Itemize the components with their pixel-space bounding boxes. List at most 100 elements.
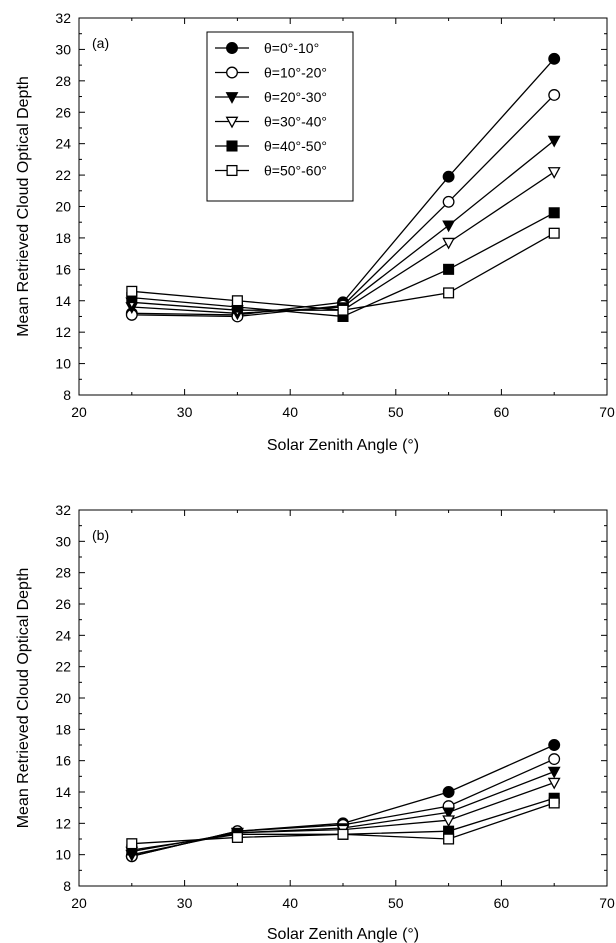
data-point [548,52,561,65]
y-tick-label: 24 [55,136,71,152]
y-tick-label: 22 [55,167,71,183]
series-5 [126,227,560,316]
legend-marker [225,116,239,129]
legend-marker [225,92,239,104]
legend-item: θ=30°-40° [215,114,327,130]
data-point [126,285,138,297]
legend-label: θ=50°-60° [264,163,327,179]
x-tick-label: 50 [388,404,404,420]
series-5 [126,797,560,850]
legend-label: θ=0°-10° [264,40,319,56]
legend-marker [226,140,238,152]
data-point [443,263,455,275]
legend-marker [226,42,238,54]
y-tick-label: 26 [55,596,71,612]
y-tick-label: 14 [55,293,71,309]
x-tick-label: 70 [599,404,615,420]
data-point [547,135,561,148]
data-point [442,170,455,183]
data-point [548,797,560,809]
y-tick-label: 20 [55,690,71,706]
x-tick-label: 30 [177,895,193,911]
x-tick-label: 70 [599,895,615,911]
y-tick-label: 8 [63,387,71,403]
y-tick-label: 10 [55,847,71,863]
data-point [442,807,455,820]
chart-panel-a: 20 30 40 50 60 70 8 10 12 14 16 18 20 22 24 26 28 30 32 Sol… [15,10,615,454]
x-tick-label: 60 [494,895,510,911]
data-point [548,753,561,766]
y-tick-label: 18 [55,721,71,737]
data-point [337,304,349,316]
y-tick-label: 16 [55,261,71,277]
data-point [548,739,561,751]
x-tick-label: 60 [494,404,510,420]
data-point [547,766,561,779]
y-tick-label: 8 [63,878,71,894]
x-tick-label: 30 [177,404,193,420]
legend-label: θ=10°-20° [264,65,327,81]
data-point [548,207,560,219]
legend-label: θ=20°-30° [264,89,327,105]
x-tick-label: 50 [388,895,404,911]
y-tick-label: 32 [55,502,71,518]
y-tick-label: 28 [55,73,71,89]
legend-label: θ=30°-40° [264,114,327,130]
data-point [548,89,561,101]
x-tick-label: 20 [71,895,87,911]
y-tick-label: 16 [55,753,71,769]
x-tick-label: 40 [282,895,298,911]
legend-marker [226,164,238,177]
y-tick-label: 22 [55,659,71,675]
y-tick-label: 30 [55,41,71,57]
data-point [547,167,561,179]
legend-item: θ=50°-60° [215,163,327,179]
legend-item: θ=40°-50° [215,138,327,154]
legend: θ=0°-10° θ=10°-20° θ=20°-30° θ=30°-40° θ=40°… [206,31,354,202]
legend-item: θ=10°-20° [215,65,327,81]
y-tick-label: 10 [55,356,71,372]
data-point [442,786,455,798]
y-tick-label: 30 [55,533,71,549]
y-tick-label: 24 [55,627,71,643]
y-tick-label: 20 [55,199,71,215]
chart-panel-b: 20 30 40 50 60 70 8 10 12 14 16 18 20 22 24 26 28 30 32 Sol… [15,502,615,943]
data-point [443,833,455,845]
y-tick-label: 14 [55,784,71,800]
y-axis-label: Mean Retrieved Cloud Optical Depth [15,76,32,337]
x-axis-label: Solar Zenith Angle (°) [267,437,419,454]
legend-marker [226,66,238,79]
legend-label: θ=40°-50° [264,138,327,154]
y-axis-label: Mean Retrieved Cloud Optical Depth [15,568,32,829]
data-point [337,828,349,840]
y-tick-label: 18 [55,230,71,246]
y-tick-label: 32 [55,10,71,26]
y-tick-label: 28 [55,565,71,581]
legend-item: θ=0°-10° [215,40,319,56]
data-point [442,237,455,250]
y-tick-label: 26 [55,104,71,120]
data-point [442,220,455,233]
data-point [126,838,138,850]
data-point [231,295,243,307]
series-0 [125,739,561,863]
series-1 [125,753,561,863]
y-tick-label: 12 [55,324,71,340]
data-point [548,227,560,239]
data-point [442,815,455,828]
data-point [547,777,561,790]
data-point [442,195,455,208]
x-tick-label: 20 [71,404,87,420]
series-line [131,771,555,856]
x-axis-label: Solar Zenith Angle (°) [267,926,419,943]
panel-label: (a) [92,35,109,51]
series-4 [126,207,560,322]
panel-label: (b) [92,527,109,543]
data-point [231,831,243,843]
y-tick-label: 12 [55,815,71,831]
series-2 [125,766,561,862]
data-point [443,287,455,299]
legend-item: θ=20°-30° [215,89,327,105]
x-tick-label: 40 [282,404,298,420]
